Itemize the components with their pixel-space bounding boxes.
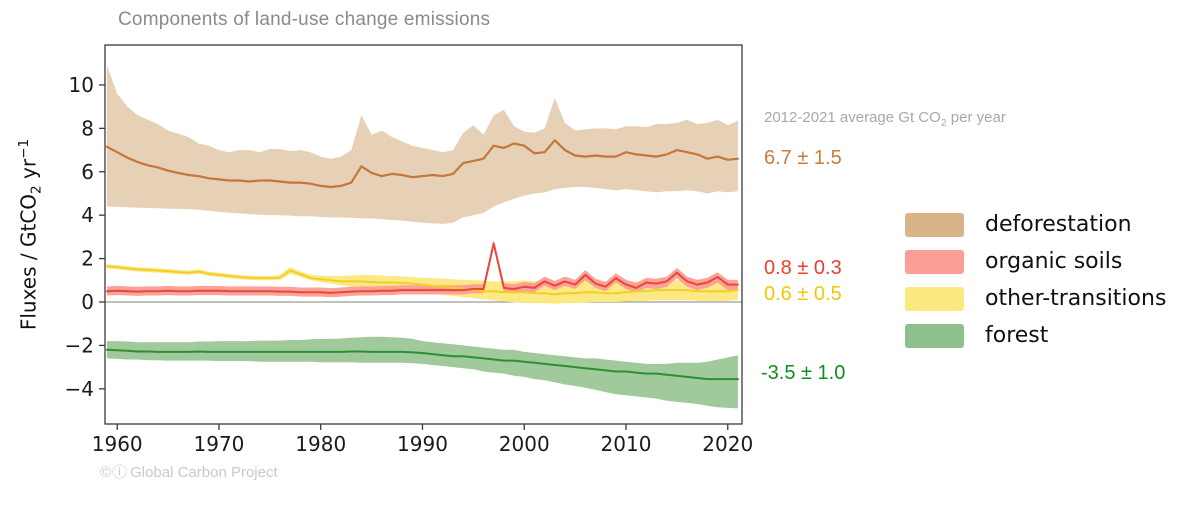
y-tick-label: 6 — [81, 160, 94, 184]
y-tick-label: 0 — [81, 290, 94, 314]
x-tick-label: 2020 — [702, 432, 753, 456]
y-tick-label: 10 — [69, 73, 94, 97]
legend-label: organic soils — [985, 249, 1123, 274]
x-tick-label: 2010 — [601, 432, 652, 456]
attribution: ©ⓘ Global Carbon Project — [100, 461, 278, 482]
legend-item-other-transitions: other-transitions — [905, 280, 1166, 317]
cc-by-license-icon: ©ⓘ — [100, 464, 129, 481]
organic soils-band — [107, 240, 738, 298]
legend-label: forest — [985, 323, 1049, 348]
avg-value-other-transitions: 0.6 ± 0.5 — [764, 283, 842, 305]
deforestation-swatch-icon — [905, 212, 964, 237]
forest-band — [107, 336, 738, 409]
forest-swatch-icon — [905, 323, 964, 348]
deforestation-band — [107, 65, 738, 224]
x-tick-label: 1970 — [194, 432, 245, 456]
legend-item-forest: forest — [905, 317, 1166, 354]
x-tick-label: 1980 — [295, 432, 346, 456]
forest-line — [106, 348, 739, 381]
avg-value-organic-soils: 0.8 ± 0.3 — [764, 257, 842, 279]
organic-soils-swatch-icon — [905, 249, 964, 274]
avg-value-forest: -3.5 ± 1.0 — [761, 362, 846, 384]
legend: deforestation organic soils other-transi… — [905, 206, 1166, 354]
mean-lines — [105, 139, 740, 381]
y-axis-label: Fluxes / GtCO2 yr−1 — [16, 138, 45, 331]
deforestation-line — [105, 139, 740, 189]
plot-border — [104, 44, 743, 425]
y-tick-label: −4 — [65, 377, 94, 401]
legend-item-deforestation: deforestation — [905, 206, 1166, 243]
chart-title: Components of land-use change emissions — [118, 9, 491, 30]
y-tick-label: 8 — [81, 116, 94, 140]
other-transitions-swatch-icon — [905, 286, 964, 311]
attribution-text: Global Carbon Project — [130, 464, 278, 481]
y-tick-label: −2 — [65, 333, 94, 357]
x-tick-label: 1990 — [397, 432, 448, 456]
uncertainty-bands — [107, 65, 738, 409]
x-tick-label: 1960 — [92, 432, 143, 456]
legend-label: deforestation — [985, 212, 1132, 237]
avg-value-deforestation: 6.7 ± 1.5 — [764, 147, 842, 169]
legend-item-organic-soils: organic soils — [905, 243, 1166, 280]
organic soils-line — [106, 242, 739, 294]
axis-ticks-and-labels: 1960 1970 1980 1990 2000 2010 2020 10 8 6 4 2 0 −2 −4 — [65, 73, 754, 456]
average-period-note: 2012-2021 average Gt CO2 per year — [764, 109, 1006, 129]
y-tick-label: 2 — [81, 247, 94, 271]
legend-label: other-transitions — [985, 286, 1167, 311]
x-tick-label: 2000 — [499, 432, 550, 456]
other-transitions-line — [106, 265, 739, 296]
y-tick-label: 4 — [81, 203, 94, 227]
